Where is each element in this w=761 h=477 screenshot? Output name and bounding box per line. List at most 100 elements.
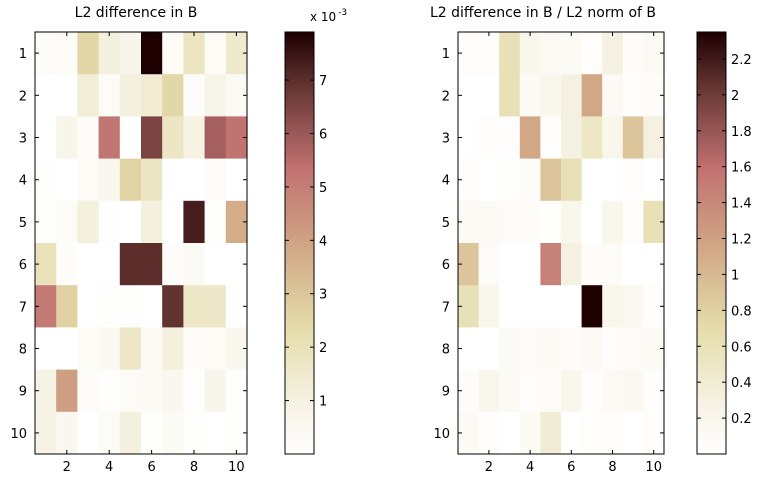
heatmap-cell-r6-c8 (602, 243, 624, 286)
heatmap-cell-r8-c1 (35, 327, 57, 371)
heatmap-cell-r4-c6 (141, 158, 163, 202)
heatmap-cell-r10-c3 (499, 411, 521, 455)
colorbar-tick-label: 0.8 (731, 304, 752, 319)
heatmap-cell-r1-c4 (519, 32, 541, 75)
colorbar-exponent-power: -3 (338, 8, 347, 18)
heatmap-cell-r10-c8 (602, 411, 624, 455)
heatmap-cell-r8-c3 (499, 327, 521, 371)
x-axis-right: 2 4 6 8 10 (485, 32, 662, 475)
heatmap-cell-r6-c7 (162, 243, 184, 286)
heatmap-cell-r5-c9 (204, 200, 227, 244)
y-tick-label: 8 (442, 343, 450, 358)
heatmap-cell-r8-c6 (561, 327, 583, 371)
colorbar-tick-label: 2.2 (731, 53, 752, 68)
colorbar-right: 0.2 0.4 0.6 0.8 1 1.2 1.4 1.6 1.8 2 2.2 (696, 31, 752, 455)
heatmap-cell-r7-c3 (499, 285, 521, 328)
y-tick-label: 4 (19, 174, 27, 189)
heatmap-cell-r6-c5 (119, 243, 142, 286)
heatmap-cell-r1-c8 (183, 32, 206, 75)
x-tick-label: 6 (567, 460, 575, 475)
heatmap-cell-r8-c4 (98, 327, 121, 371)
heatmap-cell-r10-c1 (35, 411, 57, 455)
heatmap-cell-r3-c7 (581, 116, 603, 160)
heatmap-cell-r4-c4 (519, 158, 541, 202)
heatmap-cell-r10-c10 (643, 411, 665, 455)
x-tick-label: 8 (190, 460, 198, 475)
colorbar-tick-label: 0.4 (731, 376, 752, 391)
heatmap-cell-r1-c1 (458, 32, 480, 75)
heatmap-cell-r8-c5 (540, 327, 562, 371)
x-tick-label: 2 (63, 460, 71, 475)
chart-title-right: L2 difference in B / L2 norm of B (430, 5, 656, 21)
heatmap-cell-r8-c8 (602, 327, 624, 371)
heatmap-cell-r6-c8 (183, 243, 206, 286)
heatmap-cell-r6-c1 (458, 243, 480, 286)
heatmap-cell-r9-c5 (119, 369, 142, 413)
heatmap-cell-r3-c2 (56, 116, 78, 160)
heatmap-cell-r6-c3 (499, 243, 521, 286)
heatmap-cell-r6-c6 (561, 243, 583, 286)
heatmap-cell-r8-c7 (581, 327, 603, 371)
y-axis-right: 1 2 3 4 5 6 7 8 9 10 (433, 47, 664, 442)
heatmap-cell-r9-c3 (77, 369, 100, 413)
heatmap-cell-r1-c1 (35, 32, 57, 75)
heatmap-cell-r1-c3 (499, 32, 521, 75)
heatmap-cell-r2-c1 (35, 74, 57, 117)
heatmap-cell-r7-c6 (561, 285, 583, 328)
y-tick-label: 5 (19, 216, 27, 231)
colorbar-gradient-right (696, 31, 727, 455)
heatmap-cell-r9-c7 (162, 369, 184, 413)
heatmap-cell-r2-c7 (162, 74, 184, 117)
heatmap-cell-r4-c2 (478, 158, 500, 202)
heatmap-cell-r2-c4 (98, 74, 121, 117)
heatmap-cell-r2-c6 (141, 74, 163, 117)
heatmap-cell-r5-c5 (119, 200, 142, 244)
x-tick-label: 4 (526, 460, 534, 475)
heatmap-cell-r5-c2 (56, 200, 78, 244)
heatmap-cell-r1-c2 (56, 32, 78, 75)
heatmap-cell-r9-c9 (204, 369, 227, 413)
colorbar-tick-label: 1.6 (731, 161, 752, 176)
colorbar-tick-label: 1.8 (731, 125, 752, 140)
heatmap-cell-r4-c9 (622, 158, 644, 202)
y-tick-label: 1 (19, 47, 27, 62)
y-tick-label: 4 (442, 174, 450, 189)
heatmap-cell-r1-c6 (141, 32, 163, 75)
colorbar-ticks-right: 0.2 0.4 0.6 0.8 1 1.2 1.4 1.6 1.8 2 2.2 (697, 53, 752, 427)
heatmap-cell-r10-c2 (478, 411, 500, 455)
y-tick-label: 6 (442, 258, 450, 273)
heatmap-cell-r7-c8 (183, 285, 206, 328)
heatmap-cell-r9-c6 (141, 369, 163, 413)
y-tick-label: 7 (19, 300, 27, 315)
colorbar-gradient-left (284, 31, 315, 455)
heatmap-cell-r6-c5 (540, 243, 562, 286)
heatmap-cell-r9-c9 (622, 369, 644, 413)
heatmap-cell-r3-c4 (98, 116, 121, 160)
heatmap-cell-r2-c6 (561, 74, 583, 117)
heatmap-cell-r10-c10 (225, 411, 248, 455)
heatmap-cell-r9-c4 (98, 369, 121, 413)
heatmap-cell-r3-c8 (602, 116, 624, 160)
heatmap-cell-r2-c3 (499, 74, 521, 117)
heatmap-cell-r3-c9 (204, 116, 227, 160)
heatmap-cell-r7-c2 (56, 285, 78, 328)
heatmap-cell-r5-c10 (643, 200, 665, 244)
heatmap-cell-r5-c10 (225, 200, 248, 244)
heatmap-cell-r4-c6 (561, 158, 583, 202)
heatmap-cell-r6-c2 (478, 243, 500, 286)
heatmap-cell-r10-c9 (204, 411, 227, 455)
y-tick-label: 10 (10, 427, 27, 442)
heatmap-cell-r7-c3 (77, 285, 100, 328)
heatmap-cell-r8-c10 (643, 327, 665, 371)
y-tick-label: 3 (19, 132, 27, 147)
colorbar-exponent-left: x 10 -3 (310, 8, 347, 24)
heatmap-cell-r8-c5 (119, 327, 142, 371)
colorbar-tick-label: 6 (319, 127, 327, 142)
x-tick-label: 2 (485, 460, 493, 475)
x-axis-left: 2 4 6 8 10 (63, 32, 245, 475)
heatmap-cell-r9-c1 (35, 369, 57, 413)
heatmap-cell-r8-c6 (141, 327, 163, 371)
heatmap-cell-r4-c2 (56, 158, 78, 202)
colorbar-tick-label: 1 (319, 395, 327, 410)
heatmap-cell-r5-c6 (141, 200, 163, 244)
